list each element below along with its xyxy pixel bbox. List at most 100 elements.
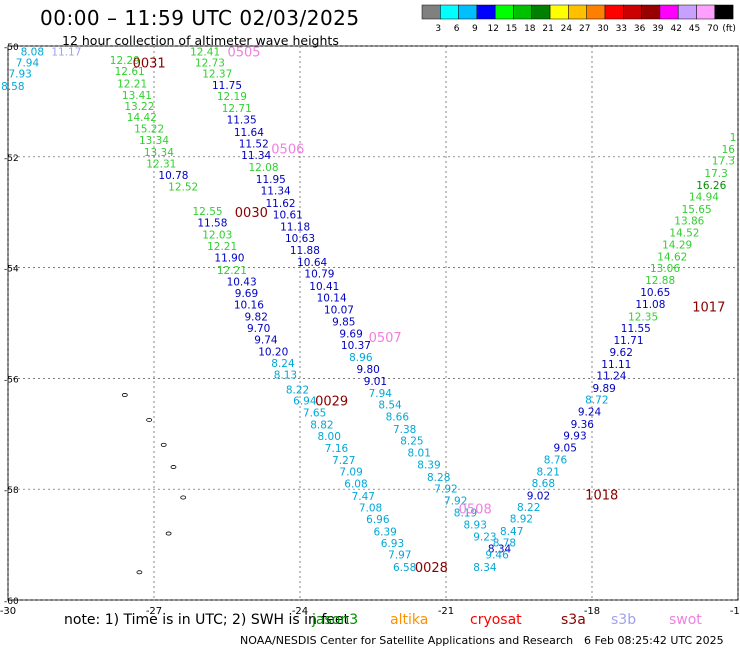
wave-height-value: 10.65 [640, 287, 670, 299]
wave-height-value: 11.08 [635, 299, 665, 311]
latitude-tick-label: -54 [4, 265, 19, 275]
wave-height-value: 12.29 [110, 55, 140, 67]
wave-height-value: 11.55 [621, 323, 651, 335]
wave-height-value: 9.24 [578, 407, 602, 419]
wave-height-value: 12.61 [115, 66, 145, 78]
wave-height-value: 8.22 [286, 384, 309, 396]
wave-height-value: 12.21 [207, 241, 237, 253]
footer-timestamp: 6 Feb 08:25:42 UTC 2025 [584, 634, 724, 647]
wave-height-value: 8.34 [473, 562, 497, 574]
wave-height-value: 8.25 [400, 435, 423, 447]
wave-height-value: 11.11 [601, 359, 631, 371]
wave-height-value: 8.24 [271, 358, 295, 370]
wave-height-value: 11.34 [241, 150, 271, 162]
wave-height-value: 7.65 [303, 408, 326, 420]
wave-height-value: 16 [722, 144, 736, 156]
color-scale-legend: 3 6 9 12 15 18 21 24 27 30 33 36 39 42 45 70 (ft) [421, 4, 736, 34]
legend-swot: swot [669, 612, 702, 628]
colorbar-tick-label: 18 [524, 24, 536, 34]
pass-time-label: 0506 [271, 142, 304, 157]
wave-height-value: 12.19 [217, 91, 247, 103]
wave-height-value: 11.17 [51, 47, 81, 59]
colorbar-unit-label: (ft) [722, 24, 736, 34]
wave-height-value: 14.52 [669, 228, 699, 240]
wave-height-value: 9.01 [364, 376, 387, 388]
wave-height-value: 9.69 [339, 329, 362, 341]
wave-height-value: 14.94 [689, 192, 719, 204]
wave-height-value: 8.39 [417, 459, 440, 471]
wave-height-value: 15.22 [134, 124, 164, 136]
wave-height-value: 12.35 [628, 311, 658, 323]
wave-height-value: 9.70 [247, 323, 270, 335]
wave-height-value: 7.97 [388, 550, 411, 562]
longitude-tick-label: -30 [0, 606, 16, 617]
island-outline [146, 417, 153, 422]
pass-time-label: 0505 [227, 46, 260, 61]
colorbar-swatch [714, 4, 734, 20]
wave-height-value: 10.78 [158, 170, 188, 182]
colorbar-tick-label: 70 [707, 24, 719, 34]
longitude-tick-label: -21 [438, 606, 454, 617]
wave-height-value: 8.92 [510, 514, 533, 526]
wave-height-value: 10.16 [234, 300, 264, 312]
pass-time-label: 0028 [415, 561, 448, 576]
wave-height-value: 8.01 [408, 448, 431, 460]
wave-height-value: 12.52 [168, 182, 198, 194]
wave-height-value: 7.27 [332, 455, 355, 467]
wave-height-value: 8.19 [454, 507, 477, 519]
wave-height-value: 6.39 [373, 526, 396, 538]
wave-height-value: 12.21 [117, 79, 147, 91]
wave-height-value: 8.00 [318, 431, 341, 443]
longitude-tick-label: -24 [292, 606, 308, 617]
wave-height-value: 12.88 [645, 275, 675, 287]
wave-height-value: 8.58 [1, 81, 24, 93]
wave-height-value: 8.28 [427, 472, 450, 484]
wave-height-value: 7.38 [393, 424, 416, 436]
wave-height-value: 17.3 [704, 168, 727, 180]
wave-height-value: 12.55 [193, 206, 223, 218]
map-title: 00:00 – 11:59 UTC 02/03/2025 [40, 6, 360, 30]
wave-height-value: 11.18 [280, 222, 310, 234]
longitude-tick-label: -15 [730, 606, 740, 617]
colorbar-tick-label: 24 [561, 24, 573, 34]
latitude-tick-label: -56 [4, 375, 19, 385]
colorbar-tick-label: 15 [506, 24, 517, 34]
wave-height-value: 9.02 [527, 490, 550, 502]
colorbar-tick-label: 39 [652, 24, 664, 34]
wave-height-value: 11.88 [290, 245, 320, 257]
wave-height-value: 9.23 [473, 531, 496, 543]
wave-height-value: 11.34 [261, 186, 291, 198]
wave-height-value: 9.69 [235, 288, 258, 300]
wave-height-value: 8.82 [310, 419, 333, 431]
wave-height-value: 6.93 [381, 538, 404, 550]
wave-height-value: 11.24 [596, 371, 626, 383]
wave-height-value: 11.35 [227, 115, 257, 127]
island-outline [136, 570, 143, 575]
island-outline [160, 442, 167, 447]
wave-height-value: 13.86 [674, 216, 704, 228]
colorbar-tick-label: 12 [487, 24, 498, 34]
wave-height-value: 9.05 [554, 443, 577, 455]
wave-height-value: 8.21 [537, 466, 560, 478]
wave-height-value: 12.71 [222, 103, 252, 115]
wave-height-value: 15.65 [682, 204, 712, 216]
wave-height-value: 8.72 [585, 394, 608, 406]
wave-height-value: 11.64 [234, 127, 264, 139]
wave-height-value: 9.82 [245, 311, 268, 323]
colorbar-tick-label: 33 [616, 24, 627, 34]
wave-height-value: 8.22 [517, 502, 540, 514]
colorbar-tick-label: 21 [542, 24, 553, 34]
wave-height-value: 9.85 [332, 316, 355, 328]
pass-time-label: 0507 [369, 331, 402, 346]
wave-height-value: 11.58 [197, 218, 227, 230]
footer-note: note: 1) Time is in UTC; 2) SWH is in fe… [64, 612, 350, 628]
wave-height-value: 14.42 [127, 112, 157, 124]
colorbar-tick-label: 30 [597, 24, 609, 34]
wave-height-value: 12.31 [146, 158, 176, 170]
wave-height-value: 12.41 [190, 47, 220, 59]
pass-time-label: 0030 [235, 206, 268, 221]
wave-height-value: 6.96 [366, 514, 390, 526]
colorbar-tick-label: 36 [634, 24, 646, 34]
pass-time-label: 1018 [585, 489, 618, 504]
